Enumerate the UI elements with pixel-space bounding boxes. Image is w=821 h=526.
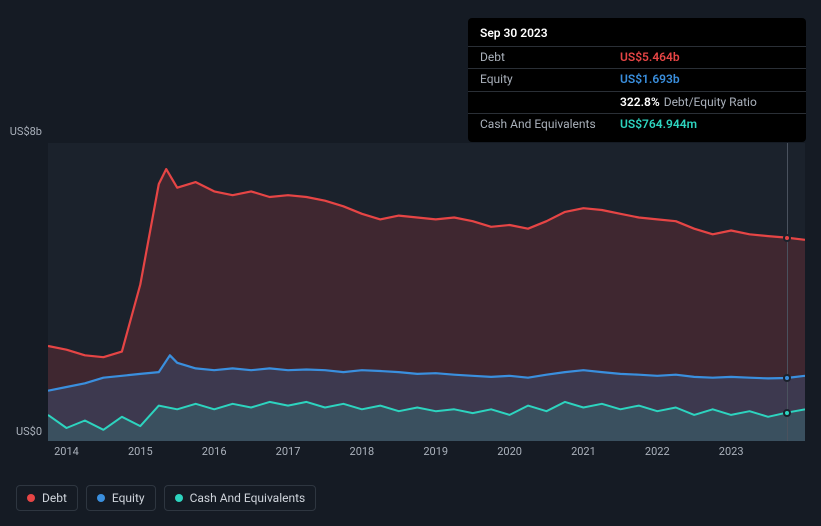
legend-item[interactable]: Equity: [86, 485, 156, 511]
x-axis-tick: 2023: [719, 445, 744, 458]
x-axis-tick: 2019: [423, 445, 448, 458]
x-axis-tick: 2016: [202, 445, 227, 458]
tooltip-date: Sep 30 2023: [468, 24, 806, 46]
legend-dot-icon: [175, 494, 183, 502]
y-axis-label-min: US$0: [2, 425, 42, 438]
legend-item[interactable]: Debt: [16, 485, 78, 511]
x-axis-tick: 2022: [645, 445, 670, 458]
tooltip-row: Cash And EquivalentsUS$764.944m: [468, 113, 806, 136]
x-axis-tick: 2014: [54, 445, 79, 458]
chart-tooltip: Sep 30 2023DebtUS$5.464bEquityUS$1.693b3…: [468, 18, 806, 142]
tooltip-row: DebtUS$5.464b: [468, 46, 806, 69]
x-axis-tick: 2015: [128, 445, 153, 458]
x-axis-tick: 2020: [497, 445, 522, 458]
legend-label: Equity: [112, 491, 145, 505]
crosshair-line: [787, 143, 788, 441]
tooltip-row: 322.8%Debt/Equity Ratio: [468, 91, 806, 114]
legend-dot-icon: [97, 494, 105, 502]
legend-dot-icon: [27, 494, 35, 502]
tooltip-row: EquityUS$1.693b: [468, 68, 806, 91]
x-axis: 2014 2015 2016 2017 2018 2019 2020 2021 2022 2023: [48, 445, 805, 465]
legend-label: Debt: [42, 491, 67, 505]
x-axis-tick: 2017: [276, 445, 301, 458]
y-axis-label-max: US$8b: [2, 125, 42, 138]
x-axis-tick: 2018: [350, 445, 375, 458]
series-marker: [783, 234, 791, 242]
chart-plot-area[interactable]: [48, 143, 805, 441]
legend-item[interactable]: Cash And Equivalents: [164, 485, 317, 511]
legend-label: Cash And Equivalents: [190, 491, 306, 505]
x-axis-tick: 2021: [571, 445, 596, 458]
chart-legend: Debt Equity Cash And Equivalents: [16, 485, 316, 511]
series-marker: [783, 409, 791, 417]
series-marker: [783, 374, 791, 382]
